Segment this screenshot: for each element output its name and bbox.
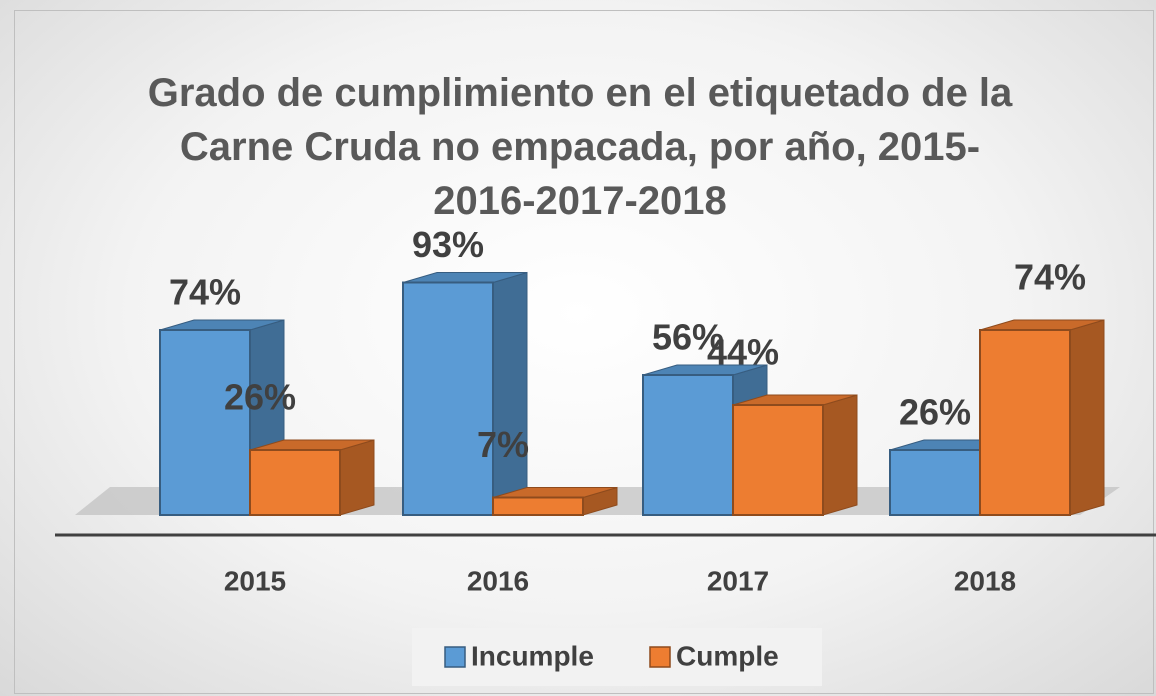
bar-front (979, 329, 1071, 516)
x-tick-label: 2016 (467, 565, 529, 596)
bar-front (492, 496, 584, 516)
bar-front (889, 449, 981, 516)
bar-side (1069, 319, 1105, 516)
bar-side (339, 439, 375, 516)
chart-frame (14, 10, 1154, 694)
legend-swatch (444, 646, 466, 668)
value-label: 44% (707, 332, 779, 373)
value-label: 74% (169, 272, 241, 313)
bar (732, 394, 858, 516)
legend-box (412, 628, 822, 686)
bar-front (732, 404, 824, 516)
bar (249, 439, 375, 516)
bar (492, 486, 618, 516)
bar (979, 319, 1105, 516)
bar (402, 271, 528, 516)
bar-front (249, 449, 341, 516)
value-label: 26% (224, 377, 296, 418)
x-tick-label: 2018 (954, 565, 1016, 596)
legend-swatch (649, 646, 671, 668)
bar-front (402, 281, 494, 516)
chart-title: Grado de cumplimiento en el etiquetado d… (147, 71, 1013, 223)
bar-front (159, 329, 251, 516)
value-label: 74% (1014, 257, 1086, 298)
legend-label: Cumple (676, 640, 779, 671)
bar-front (642, 374, 734, 516)
value-label: 26% (899, 392, 971, 433)
value-label: 93% (412, 224, 484, 265)
bar-side (822, 394, 858, 516)
x-tick-label: 2017 (707, 565, 769, 596)
value-label: 56% (652, 317, 724, 358)
legend-label: Incumple (471, 640, 594, 671)
bar-side (492, 271, 528, 516)
value-label: 7% (477, 424, 529, 465)
x-tick-label: 2015 (224, 565, 286, 596)
